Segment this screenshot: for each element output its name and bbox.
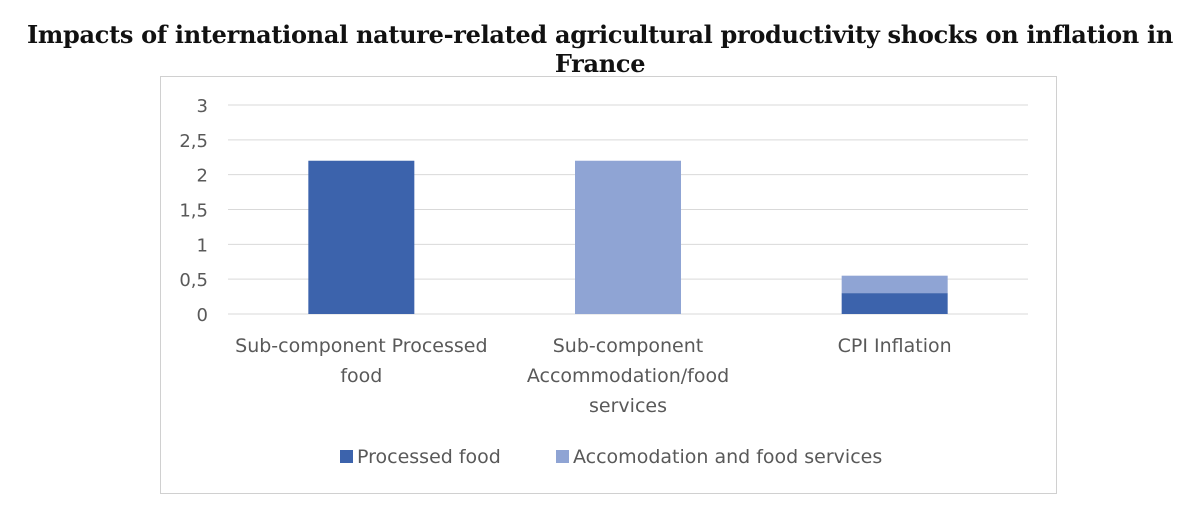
y-tick-label: 1 xyxy=(197,235,208,256)
bars xyxy=(308,160,948,314)
bar-processed-food xyxy=(308,160,415,314)
bar-accommodation-food-services xyxy=(841,275,948,294)
y-tick-label: 3 xyxy=(197,96,208,117)
x-category-label: Accommodation/food xyxy=(527,365,729,387)
y-tick-label: 0 xyxy=(197,305,208,326)
x-category-label: food xyxy=(340,365,382,387)
x-category-label: CPI Inflation xyxy=(838,335,952,357)
x-axis-categories: Sub-component Processed food Sub-component… xyxy=(235,335,952,417)
y-tick-label: 0,5 xyxy=(179,270,208,291)
bar-processed-food xyxy=(841,293,948,314)
bar-accommodation-food-services xyxy=(575,160,681,314)
legend-swatch-processed-food xyxy=(340,450,353,463)
x-category-label: Sub-component xyxy=(553,335,704,357)
y-tick-label: 2 xyxy=(197,166,208,187)
legend-label: Accomodation and food services xyxy=(573,446,882,468)
legend: Processed food Accomodation and food serv… xyxy=(340,446,882,468)
legend-label: Processed food xyxy=(357,446,501,468)
y-tick-label: 2,5 xyxy=(179,131,208,152)
x-category-label: services xyxy=(589,395,667,417)
x-category-label: Sub-component Processed xyxy=(235,335,487,357)
chart-title: Impacts of international nature-related … xyxy=(27,20,1173,78)
y-tick-label: 1,5 xyxy=(179,201,208,222)
y-axis-ticks: 0 0,5 1 1,5 2 2,5 3 xyxy=(179,96,208,326)
legend-swatch-accommodation-food-services xyxy=(556,450,569,463)
